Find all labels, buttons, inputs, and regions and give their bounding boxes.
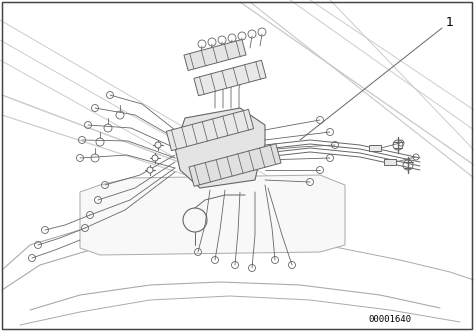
Bar [369,145,381,151]
Polygon shape [189,144,281,186]
Circle shape [147,167,153,173]
Text: 1: 1 [446,16,454,28]
Polygon shape [184,39,246,71]
Circle shape [155,142,161,148]
Polygon shape [194,60,266,96]
Polygon shape [166,109,254,151]
Bar [384,159,396,165]
Circle shape [152,155,158,161]
Polygon shape [80,175,345,255]
Polygon shape [175,108,265,188]
Text: 00001640: 00001640 [368,315,411,324]
